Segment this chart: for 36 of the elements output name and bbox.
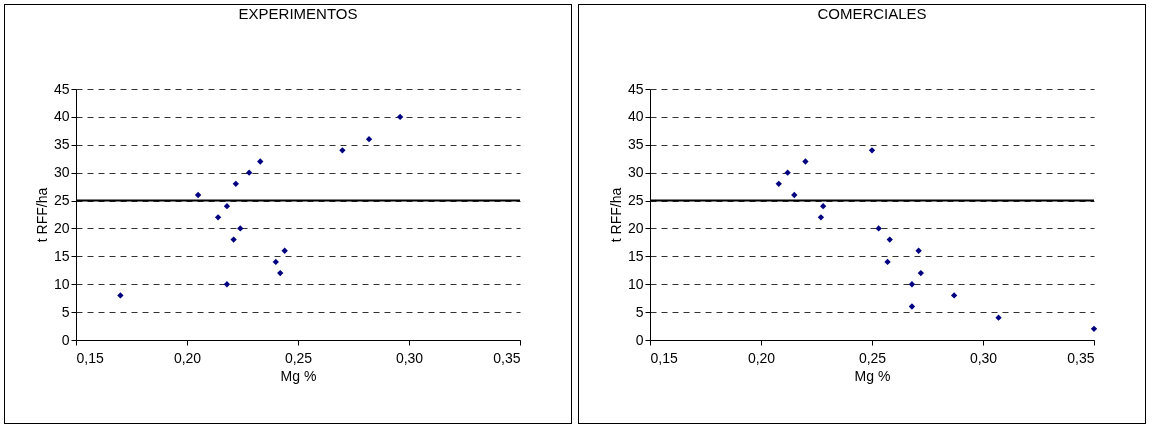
x-tick-label: 0,25 [858, 349, 887, 366]
y-tick-label: 45 [53, 80, 70, 97]
y-tick-label: 45 [627, 80, 644, 97]
y-tick-label: 40 [627, 108, 644, 125]
y-tick-label: 35 [53, 136, 70, 153]
chart-title: EXPERIMENTOS [238, 5, 358, 22]
y-tick-label: 5 [635, 303, 644, 320]
x-tick-label: 0,30 [395, 349, 424, 366]
x-tick-label: 0,15 [650, 349, 678, 366]
y-tick-label: 15 [53, 247, 70, 264]
y-tick-label: 25 [627, 192, 644, 209]
y-tick-label: 10 [53, 275, 70, 292]
x-tick-label: 0,35 [1067, 349, 1095, 366]
x-tick-label: 0,15 [76, 349, 104, 366]
x-tick-label: 0,30 [969, 349, 998, 366]
y-axis-title: t RFF/ha [607, 187, 624, 243]
y-axis-title: t RFF/ha [33, 187, 50, 243]
y-tick-label: 20 [53, 219, 70, 236]
x-tick-label: 0,20 [173, 349, 202, 366]
x-tick-label: 0,35 [493, 349, 521, 366]
y-tick-label: 10 [627, 275, 644, 292]
x-axis-title: Mg % [854, 367, 891, 384]
y-tick-label: 25 [53, 192, 70, 209]
x-tick-label: 0,25 [284, 349, 313, 366]
y-tick-label: 20 [627, 219, 644, 236]
y-tick-label: 15 [627, 247, 644, 264]
y-tick-label: 35 [627, 136, 644, 153]
y-tick-label: 30 [53, 164, 70, 181]
x-tick-label: 0,20 [747, 349, 776, 366]
y-tick-label: 40 [53, 108, 70, 125]
chart-title: COMERCIALES [817, 5, 927, 22]
x-axis-title: Mg % [280, 367, 317, 384]
y-tick-label: 30 [627, 164, 644, 181]
y-tick-label: 0 [61, 331, 70, 348]
y-tick-label: 0 [635, 331, 644, 348]
y-tick-label: 5 [61, 303, 70, 320]
